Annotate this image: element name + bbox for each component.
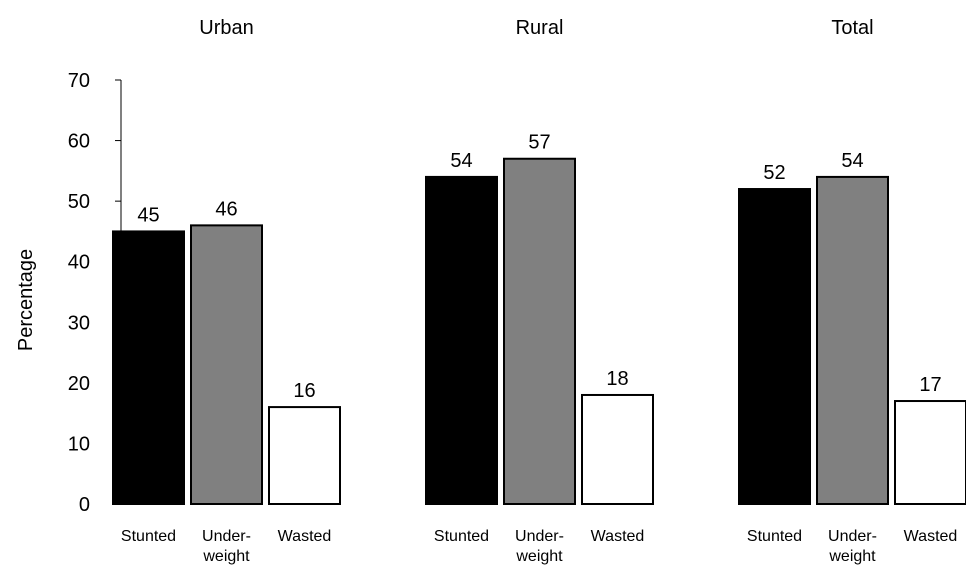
category-label: Wasted: [278, 528, 332, 545]
group-title: Rural: [516, 17, 564, 39]
data-label: 57: [528, 132, 550, 154]
category-label: Stunted: [121, 528, 176, 545]
group-rural: Rural 54 Stunted 57 Under-weight 18 Wasted: [425, 17, 654, 565]
bar: [581, 393, 654, 506]
group-title: Urban: [199, 17, 253, 39]
group-total: Total 52 Stunted 54 Under-weight 17 Wasted: [738, 17, 966, 565]
category-label: Wasted: [904, 528, 958, 545]
y-tick-label: 10: [68, 433, 90, 455]
data-label: 46: [215, 198, 237, 220]
bar: [894, 400, 966, 505]
category-label: Under-: [515, 528, 564, 545]
bar: [112, 230, 185, 506]
y-tick-label: 20: [68, 373, 90, 395]
y-axis-title: Percentage: [15, 249, 37, 351]
category-label: weight: [515, 548, 563, 565]
y-tick-label: 0: [79, 494, 90, 516]
bar: [816, 175, 889, 506]
plot-area: Urban45Stunted46Under-weight16WastedRura…: [112, 17, 966, 565]
category-label: Under-: [202, 528, 251, 545]
category-label: Stunted: [434, 528, 489, 545]
bar: [190, 224, 263, 505]
category-label: Stunted: [747, 528, 802, 545]
y-tick-label: 70: [68, 70, 90, 92]
data-label: 54: [841, 150, 863, 172]
category-label: weight: [828, 548, 876, 565]
category-label: Under-: [828, 528, 877, 545]
data-label: 16: [293, 380, 315, 402]
data-label: 18: [606, 368, 628, 390]
bar: [268, 406, 341, 506]
y-tick-label: 60: [68, 131, 90, 153]
data-label: 52: [763, 162, 785, 184]
category-label: weight: [202, 548, 250, 565]
bar: [425, 175, 498, 506]
data-label: 54: [450, 150, 472, 172]
data-label: 45: [137, 204, 159, 226]
bar: [503, 157, 576, 505]
y-tick-label: 50: [68, 191, 90, 213]
y-tick-label: 40: [68, 252, 90, 274]
data-label: 17: [919, 374, 941, 396]
y-tick-label: 30: [68, 312, 90, 334]
group-title: Total: [831, 17, 873, 39]
group-urban: Urban 45 Stunted 46 Under-weight 16 Wasted: [112, 17, 341, 565]
bar: [738, 188, 811, 505]
y-axis: 0 10 20 30 40 50 60 70: [68, 70, 122, 516]
category-label: Wasted: [591, 528, 645, 545]
